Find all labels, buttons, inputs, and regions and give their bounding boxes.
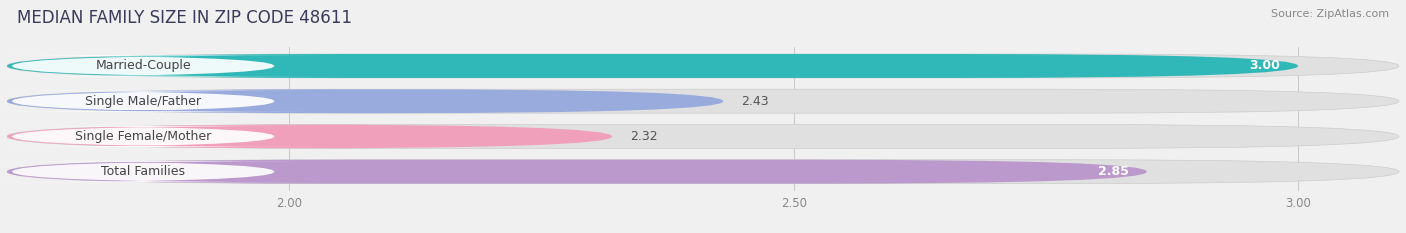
Text: MEDIAN FAMILY SIZE IN ZIP CODE 48611: MEDIAN FAMILY SIZE IN ZIP CODE 48611 [17,9,352,27]
Text: Married-Couple: Married-Couple [96,59,191,72]
Text: 2.32: 2.32 [630,130,658,143]
FancyBboxPatch shape [7,89,723,113]
Text: Source: ZipAtlas.com: Source: ZipAtlas.com [1271,9,1389,19]
FancyBboxPatch shape [7,160,1147,184]
Text: Total Families: Total Families [101,165,186,178]
FancyBboxPatch shape [0,55,315,77]
Text: Single Male/Father: Single Male/Father [86,95,201,108]
FancyBboxPatch shape [7,54,1399,78]
Text: 3.00: 3.00 [1249,59,1279,72]
FancyBboxPatch shape [7,124,1399,148]
FancyBboxPatch shape [0,161,315,182]
FancyBboxPatch shape [7,54,1298,78]
FancyBboxPatch shape [7,160,1399,184]
Text: Single Female/Mother: Single Female/Mother [75,130,211,143]
Text: 2.85: 2.85 [1098,165,1129,178]
FancyBboxPatch shape [0,91,315,112]
Text: 2.43: 2.43 [741,95,769,108]
FancyBboxPatch shape [7,124,612,148]
FancyBboxPatch shape [0,126,315,147]
FancyBboxPatch shape [7,89,1399,113]
